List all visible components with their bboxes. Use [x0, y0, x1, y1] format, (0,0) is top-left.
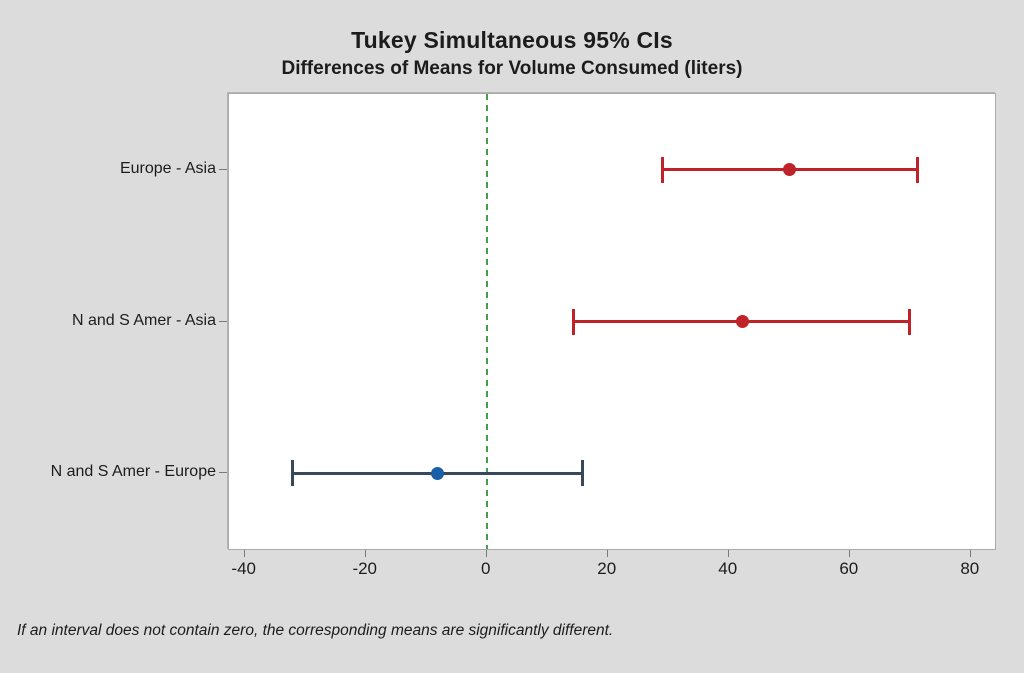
y-axis-tick [219, 168, 227, 170]
zero-reference-line [485, 94, 488, 549]
y-axis-tick [219, 472, 227, 474]
footnote: If an interval does not contain zero, th… [17, 622, 614, 639]
x-axis-tick [485, 550, 487, 557]
x-axis-tick [243, 550, 245, 557]
interval-upper-cap [907, 308, 911, 335]
category-label: N and S Amer - Europe [50, 463, 216, 481]
x-axis-tick [848, 550, 850, 557]
x-tick-label: -20 [352, 559, 378, 578]
x-tick-label: 40 [718, 559, 738, 578]
interval-upper-cap [581, 460, 585, 487]
y-axis-tick [219, 320, 227, 322]
chart-subtitle: Differences of Means for Volume Consumed… [281, 58, 743, 79]
chart-title: Tukey Simultaneous 95% CIs [351, 27, 673, 53]
x-axis-tick [969, 550, 971, 557]
interval-point [782, 163, 796, 177]
x-axis-tick [727, 550, 729, 557]
interval-point [736, 315, 750, 328]
x-tick-label: 60 [839, 559, 859, 578]
x-axis-tick [606, 550, 608, 557]
category-label: Europe - Asia [119, 159, 216, 177]
interval-lower-cap [661, 156, 665, 183]
interval-point [431, 466, 445, 480]
interval-lower-cap [572, 308, 576, 335]
x-tick-label: -40 [231, 559, 257, 578]
plot-area [228, 93, 996, 550]
interval-upper-cap [916, 156, 920, 183]
category-label: N and S Amer - Asia [71, 311, 216, 329]
x-tick-label: 0 [481, 559, 491, 578]
x-tick-label: 80 [960, 559, 980, 578]
interval-lower-cap [291, 460, 295, 487]
x-tick-label: 20 [597, 559, 617, 578]
x-axis-tick [364, 550, 366, 557]
